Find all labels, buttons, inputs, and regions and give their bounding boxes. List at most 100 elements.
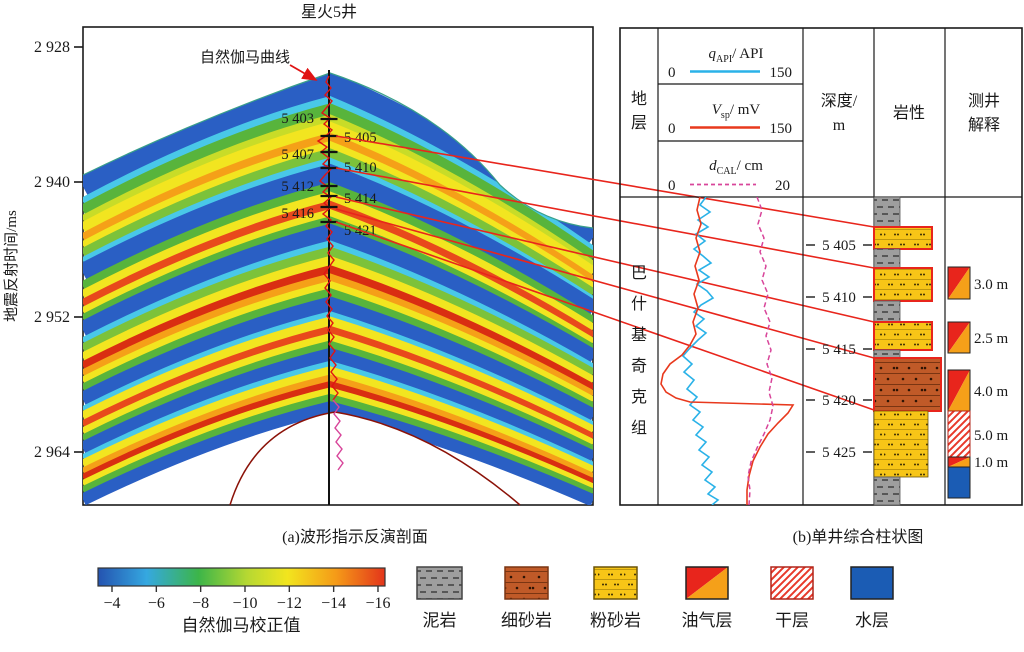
gr-scale-min: 0 [668, 65, 676, 81]
depth-tick-label: 5 405 [822, 238, 856, 254]
interpretation-thickness-label: 3.0 m [974, 277, 1009, 293]
lith-siltstone [873, 410, 929, 478]
log-curves [660, 197, 795, 505]
sp-log-curve [660, 197, 795, 505]
legend-label: 油气层 [682, 611, 733, 630]
colorbar-label: 自然伽马校正值 [182, 616, 301, 635]
lith-mudstone [873, 248, 901, 269]
colorbar-tick-label: −16 [365, 595, 390, 612]
gamma-curve-label: 自然伽马曲线 [200, 49, 290, 66]
sp-scale-max: 150 [770, 121, 793, 137]
lith-mudstone [873, 476, 901, 506]
seismic-top-boundary [82, 72, 594, 229]
curve-header-sp: Vsp/ mV 0 150 [668, 102, 792, 137]
seismic-band [83, 132, 593, 285]
lithology-column [873, 196, 942, 506]
lith-mudstone [873, 196, 901, 228]
depth-label-left: 5 407 [281, 147, 314, 163]
gr-scale-max: 150 [770, 65, 793, 81]
interpretation-thickness-label: 4.0 m [974, 384, 1009, 400]
depth-tick-label: 5 425 [822, 445, 856, 461]
correlation-line-5421 [335, 221, 875, 411]
colorbar-tick-label: −4 [103, 595, 120, 612]
gamma-label-arrow [289, 64, 318, 81]
correlation-line-5405 [335, 135, 875, 228]
seismic-band [83, 265, 593, 393]
interpretation-thickness-labels: 3.0 m 2.5 m 4.0 m 5.0 m 1.0 m [974, 277, 1009, 471]
well-title: 星火5井 [301, 3, 357, 21]
legend-swatch-fine-sandstone [504, 566, 549, 600]
y-tick-label: 2 964 [34, 444, 70, 461]
colorbar-tick-label: −14 [321, 595, 346, 612]
gr-log-curve [681, 197, 720, 505]
stratum-header: 地层 [631, 90, 647, 132]
y-tick-label: 2 928 [34, 39, 70, 56]
depth-label-left: 5 416 [281, 206, 314, 222]
interp-dry-layer [947, 410, 971, 458]
gr-curve-name: qAPI/ API [709, 46, 764, 65]
curve-header-cal: dCAL/ cm 0 20 [668, 158, 790, 194]
lith-siltstone-reservoir [873, 226, 933, 250]
seismic-band [83, 200, 593, 341]
legend-swatch-oil-gas [685, 566, 729, 600]
colorbar-gradient [97, 567, 386, 587]
formation-column-label: 巴什基奇克组 [631, 265, 647, 437]
correlation-line-5416 [335, 208, 875, 359]
legend-label: 细砂岩 [501, 611, 552, 630]
sp-scale-min: 0 [668, 121, 676, 137]
seismic-band [83, 223, 593, 366]
lithology-legend: 泥岩 细砂岩 粉砂岩 油气层 干层 水层 [416, 566, 894, 630]
seismic-band [83, 255, 593, 387]
well-depth-ticks [320, 117, 338, 224]
curve-header-gr: qAPI/ API 0 150 [668, 46, 792, 81]
lith-siltstone-reservoir [873, 267, 933, 302]
gamma-curve-lower [332, 399, 344, 471]
interpretation-thickness-label: 5.0 m [974, 428, 1009, 444]
legend-label: 水层 [855, 611, 889, 630]
interpretation-header: 测井解释 [968, 92, 1000, 134]
legend-swatch-siltstone [593, 566, 638, 600]
legend-swatch-mudstone [416, 566, 463, 600]
y-tick-label: 2 940 [34, 174, 70, 191]
y-tick-label: 2 952 [34, 309, 70, 326]
interp-oil-gas-1 [947, 266, 971, 300]
correlation-line-5414 [335, 196, 875, 323]
interpretation-column: 3.0 m 2.5 m 4.0 m 5.0 m 1.0 m [947, 266, 1009, 499]
seismic-band [83, 209, 593, 347]
seismic-band [83, 103, 593, 263]
interp-oil-gas-4 [947, 456, 971, 468]
depth-label-right: 5 414 [344, 191, 377, 207]
legend-labels: 泥岩 细砂岩 粉砂岩 油气层 干层 水层 [423, 611, 890, 630]
panel-b-caption: (b)单井综合柱状图 [793, 528, 924, 546]
legend-label: 干层 [775, 611, 809, 630]
interp-water-layer [947, 466, 971, 499]
colorbar-tick-label: −10 [232, 595, 257, 612]
cal-scale-min: 0 [668, 178, 676, 194]
seismic-band [83, 240, 593, 371]
legend-label: 粉砂岩 [590, 611, 641, 630]
cal-scale-max: 20 [775, 178, 790, 194]
seismic-band [83, 163, 593, 319]
colorbar-tick-label: −8 [192, 595, 209, 612]
depth-tick-label: 5 420 [822, 393, 856, 409]
table-frame [619, 27, 1023, 506]
legend-label: 泥岩 [423, 611, 457, 630]
y-axis-label: 地震反射时间/ms [3, 210, 20, 322]
colorbar: −4 −6 −8 −10 −12 −14 −16 自然伽马校正值 [97, 567, 390, 635]
depth-header: 深度/m [821, 92, 858, 134]
lith-siltstone-reservoir [873, 321, 933, 351]
lith-mudstone [873, 300, 901, 323]
depth-scale: 5 405 5 410 5 415 5 420 5 425 [806, 238, 872, 461]
lith-fine-sandstone-reservoir [873, 357, 942, 412]
correlation-line-5410 [335, 167, 875, 269]
interp-oil-gas-2 [947, 321, 971, 354]
y-axis-ticks: 2 928 2 940 2 952 2 964 [34, 39, 83, 461]
seismic-band [83, 141, 593, 291]
interpretation-thickness-label: 1.0 m [974, 455, 1009, 471]
interpretation-thickness-label: 2.5 m [974, 331, 1009, 347]
colorbar-ticks: −4 −6 −8 −10 −12 −14 −16 [103, 586, 390, 612]
depth-label-left: 5 412 [281, 179, 314, 195]
legend-swatch-water-layer [850, 566, 894, 600]
panel-a-seismic-section: 2 928 2 940 2 952 2 964 5 403 5 407 5 412 5 41… [3, 3, 594, 546]
